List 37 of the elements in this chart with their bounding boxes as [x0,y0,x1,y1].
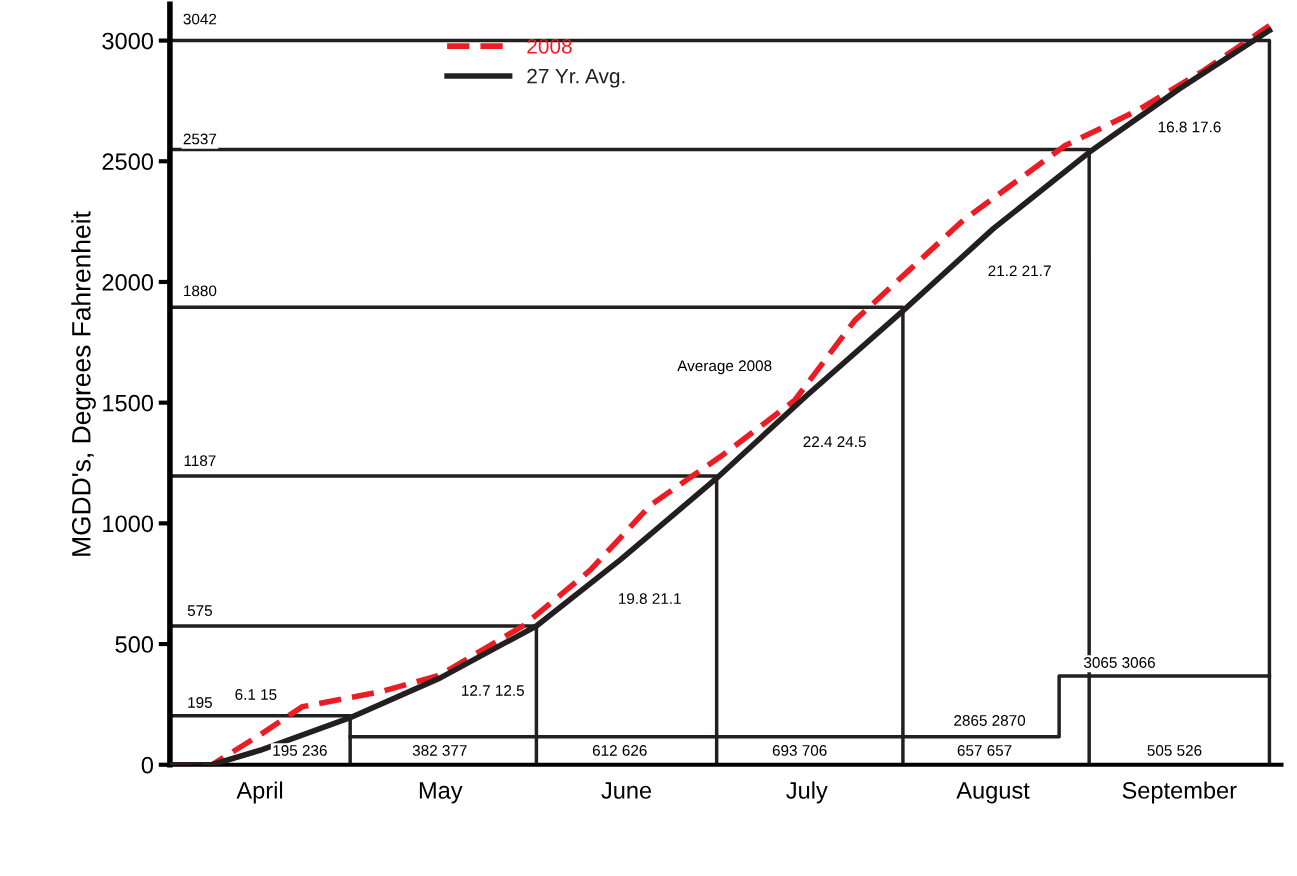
annotation: 505 526 [1147,745,1202,756]
annotation: 6.1 15 [235,689,277,700]
annotation: 3065 3066 [1083,657,1155,668]
annotation: 657 657 [957,745,1012,756]
y-tick-label: 1000 [103,515,154,533]
annotation: 575 [187,605,212,616]
annotation: 2865 2870 [954,715,1026,726]
x-tick-label: April [236,781,283,804]
annotation: 2537 [183,133,217,145]
y-tick-label: 1500 [103,394,154,412]
y-axis-title: MGDD's, Degrees Fahrenheit [71,211,96,556]
annotation: 22.4 24.5 [803,436,866,448]
annotation: 382 377 [412,745,467,756]
annotation: 693 706 [772,745,827,756]
y-tick-label: 500 [115,636,154,653]
annotation: 1880 [184,285,217,297]
annotation: 19.8 21.1 [619,593,681,604]
annotation: 195 [188,697,212,708]
y-tick-label: 2500 [102,153,154,171]
x-tick-label: August [956,782,1030,804]
legend-label: 27 Yr. Avg. [527,68,625,88]
x-tick-label: June [601,782,652,799]
x-tick-label: July [786,781,828,804]
legend-label: 2008 [527,38,572,54]
annotation: 12.7 12.5 [462,685,524,696]
x-tick-label: September [1122,781,1237,804]
annotation: Average 2008 [677,360,772,375]
y-tick-label: 2000 [102,274,154,291]
annotation: 1187 [184,455,216,467]
annotation: 3042 [183,13,217,25]
y-tick-label: 3000 [102,32,154,50]
x-tick-label: May [419,782,463,804]
annotation: 195 236 [273,745,327,756]
annotation: 21.2 21.7 [988,265,1051,277]
y-tick-label: 0 [141,756,154,774]
annotation: 612 626 [592,745,647,756]
annotation: 16.8 17.6 [1158,121,1221,133]
